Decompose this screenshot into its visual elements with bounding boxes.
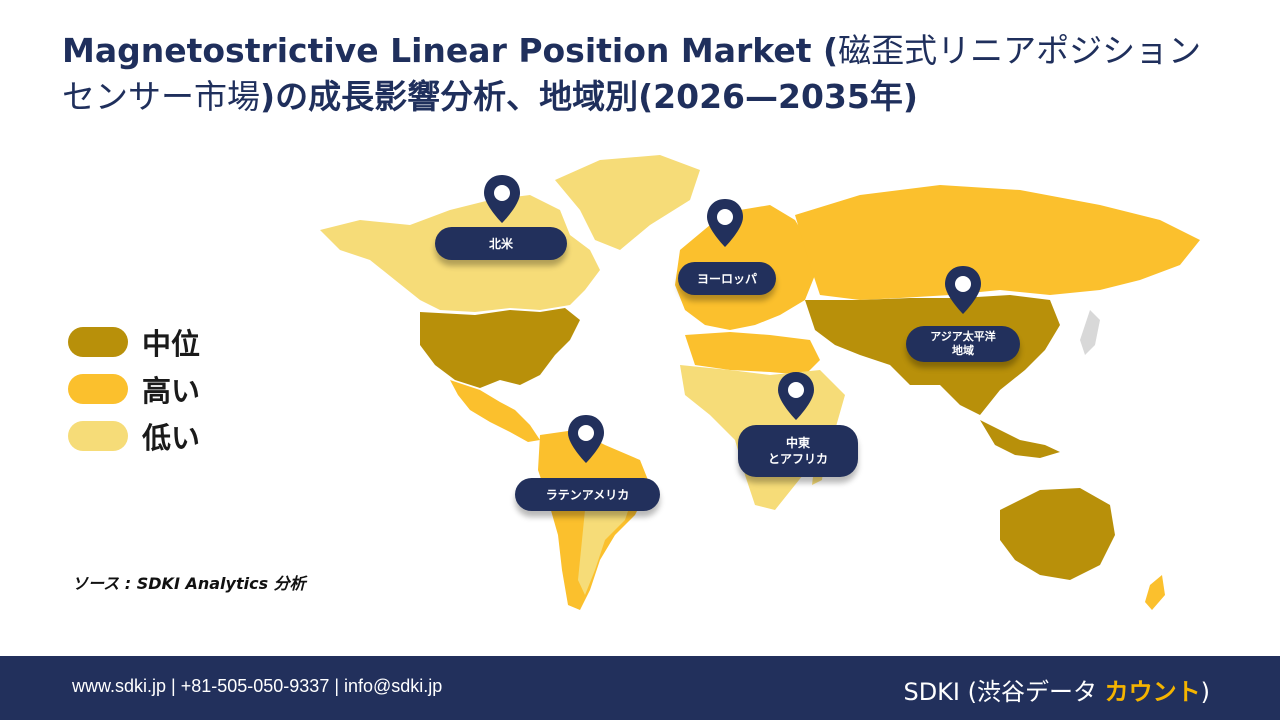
world-map <box>320 155 1200 610</box>
region-africa-north <box>685 332 820 375</box>
legend: 中位 高い 低い <box>68 318 200 459</box>
page-title: Magnetostrictive Linear Position Market … <box>62 28 1222 120</box>
brand-prefix: SDKI (渋谷データ <box>903 678 1105 706</box>
region-new-zealand <box>1145 575 1165 610</box>
legend-label-low: 低い <box>142 420 201 455</box>
region-japan <box>1080 310 1100 355</box>
region-south-america-south <box>578 485 635 595</box>
legend-label-high: 高い <box>142 373 201 408</box>
region-greenland <box>555 155 700 250</box>
region-usa <box>420 308 580 388</box>
legend-item-low: 低い <box>68 412 200 459</box>
region-se-asia <box>980 420 1060 458</box>
title-rest: )の成長影響分析、地域別(2026—2035年) <box>260 77 918 116</box>
legend-swatch-high <box>68 373 128 404</box>
region-label-europe: ヨーロッパ <box>678 262 776 295</box>
region-russia <box>795 185 1200 300</box>
map-pin-icon-asia-pacific <box>945 266 981 314</box>
footer-brand: SDKI (渋谷データ カウント) <box>903 672 1210 707</box>
map-pin-icon-north-america <box>484 175 520 223</box>
footer-contact: www.sdki.jp | +81-505-050-9337 | info@sd… <box>72 676 443 696</box>
region-mexico <box>450 380 540 442</box>
title-jp-1: 磁歪式リニアポジション <box>838 31 1202 70</box>
legend-swatch-low <box>68 420 128 451</box>
title-en: Magnetostrictive Linear Position Market … <box>62 31 839 70</box>
region-label-north-america: 北米 <box>435 227 567 260</box>
brand-suffix: ) <box>1200 678 1210 706</box>
region-label-asia-pacific: アジア太平洋 地域 <box>906 326 1020 362</box>
map-pin-icon-latin-america <box>568 415 604 463</box>
legend-swatch-medium <box>68 326 128 357</box>
region-label-middle-east-africa: 中東 とアフリカ <box>738 425 858 477</box>
map-pin-icon-middle-east-africa <box>778 372 814 420</box>
source-note: ソース : SDKI Analytics 分析 <box>72 574 306 593</box>
legend-item-medium: 中位 <box>68 318 200 365</box>
title-jp-2: センサー市場 <box>62 77 260 116</box>
region-label-latin-america: ラテンアメリカ <box>515 478 660 511</box>
legend-label-medium: 中位 <box>142 326 201 361</box>
legend-item-high: 高い <box>68 365 200 412</box>
map-pin-icon-europe <box>707 199 743 247</box>
brand-accent: カウント <box>1104 678 1201 706</box>
footer-bar: www.sdki.jp | +81-505-050-9337 | info@sd… <box>0 656 1280 720</box>
region-australia <box>1000 488 1115 580</box>
